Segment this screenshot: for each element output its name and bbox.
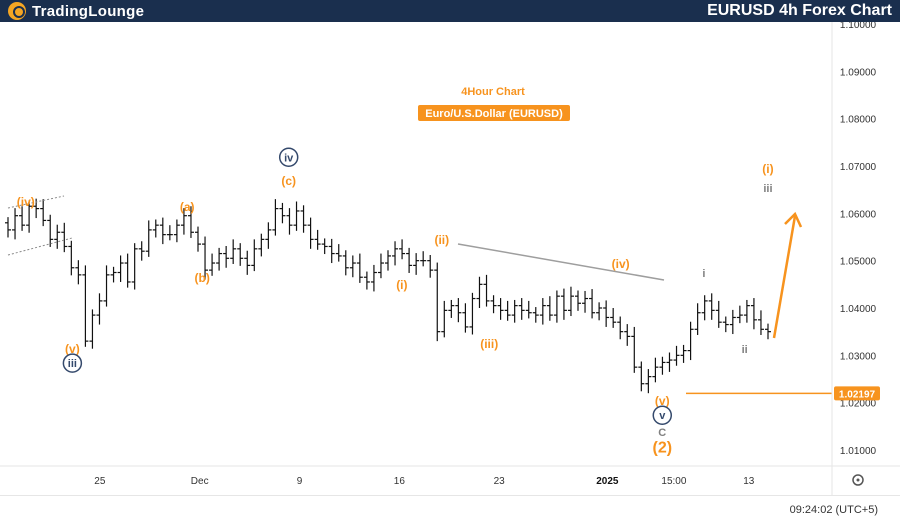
chart-header: TradingLounge EURUSD 4h Forex Chart (0, 0, 900, 22)
projection-arrow-head (784, 211, 803, 228)
wave-label-circle (278, 147, 299, 168)
time-tick-label: 15:00 (661, 476, 686, 487)
wave-label: (b) (195, 271, 210, 285)
wave-label: v (659, 410, 666, 422)
wave-label: iv (284, 152, 294, 164)
wave-label: (v) (65, 342, 80, 356)
time-tick-label: 9 (297, 476, 303, 487)
wave-label: (c) (281, 174, 296, 188)
wave-label: (2) (652, 439, 672, 456)
chart-footer: 09:24:02 (UTC+5) (0, 495, 900, 523)
price-tick-label: 1.05000 (840, 257, 877, 268)
wave-label: (ii) (434, 233, 449, 247)
price-tick-label: 1.09000 (840, 67, 877, 78)
price-tick-label: 1.10000 (840, 20, 877, 31)
current-price-label: 1.02197 (839, 389, 876, 400)
wave-labels: 4Hour Chart Euro/U.S.Dollar (EURUSD) (iv) (… (17, 86, 774, 456)
chart-title: EURUSD 4h Forex Chart (707, 2, 892, 19)
wave-label: (iv) (612, 257, 630, 271)
wave-label-circle (62, 353, 83, 373)
time-tick-label: 13 (743, 476, 755, 487)
wave-label: (i) (762, 162, 773, 176)
price-tick-label: 1.01000 (840, 446, 877, 457)
time-tick-label: 25 (94, 476, 106, 487)
wave-label: (iv) (17, 195, 35, 209)
price-tick-label: 1.08000 (840, 115, 877, 126)
wave-label: (iii) (480, 337, 498, 351)
price-tick-label: 1.03000 (840, 351, 877, 362)
subtitle-badge (418, 105, 570, 121)
chart-subtitle: Euro/U.S.Dollar (EURUSD) (425, 108, 563, 120)
wave-label: iii (68, 358, 77, 370)
clock-readout: 09:24:02 (UTC+5) (789, 504, 878, 516)
trendline (457, 243, 665, 281)
price-tick-label: 1.02000 (840, 399, 877, 410)
time-axis: 25 Dec 9 16 23 2025 15:00 13 (0, 465, 900, 487)
time-tick-label: 23 (494, 476, 506, 487)
channel-upper (7, 195, 65, 209)
projection-arrow-line (772, 215, 797, 339)
price-axis: 1.01000 1.02000 1.03000 1.04000 1.05000 1.060… (831, 20, 900, 495)
price-tick-label: 1.04000 (840, 304, 877, 315)
wave-label: (a) (180, 200, 195, 214)
wave-label: (v) (655, 394, 670, 408)
price-axis-bg (832, 22, 900, 495)
price-tick-label: 1.06000 (840, 209, 877, 220)
price-tick-label: 1.07000 (840, 162, 877, 173)
brand-logo[interactable]: TradingLounge (8, 1, 144, 21)
wave-label: i (702, 268, 705, 280)
time-tick-label: Dec (191, 476, 209, 487)
gear-icon[interactable] (852, 474, 864, 486)
channel-lower (7, 237, 73, 256)
candles-group (5, 198, 771, 394)
brand-name: TradingLounge (32, 2, 145, 20)
logo-icon (8, 2, 26, 20)
annotation-lines (7, 195, 832, 395)
wave-label: C (658, 427, 666, 439)
time-tick-label: 2025 (596, 476, 619, 487)
wave-label-circle (652, 405, 673, 425)
wave-label: (i) (396, 278, 407, 292)
wave-label: ii (742, 344, 748, 356)
chart-heading: 4Hour Chart (461, 86, 525, 98)
time-tick-label: 16 (394, 476, 406, 487)
current-price-badge (834, 386, 880, 401)
wave-label: iii (763, 183, 772, 195)
gear-icon-center (856, 478, 860, 482)
